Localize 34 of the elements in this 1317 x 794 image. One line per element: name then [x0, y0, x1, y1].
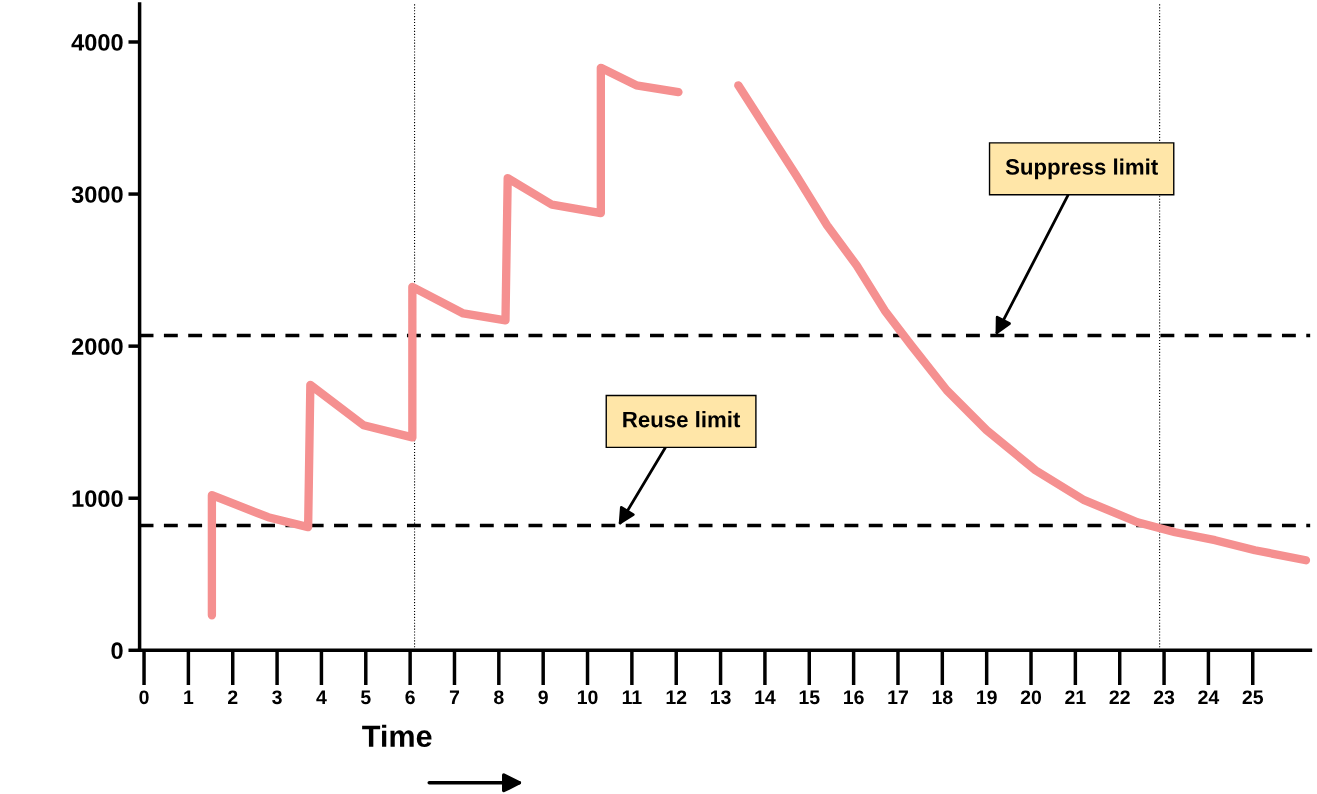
x-tick-label: 6: [405, 690, 415, 705]
x-tick-label: 8: [494, 690, 504, 705]
x-tick-label: 12: [666, 690, 687, 704]
x-axis-title: Time: [362, 724, 432, 748]
x-tick-label: 14: [755, 690, 776, 704]
y-tick-label: 0: [111, 642, 123, 660]
x-tick-label: 25: [1242, 690, 1264, 705]
y-tick-label: 1000: [72, 490, 123, 507]
x-tick-label: 7: [449, 690, 460, 704]
x-tick-label: 13: [710, 690, 731, 705]
x-tick-label: 9: [538, 690, 548, 705]
x-tick-label: 11: [622, 690, 642, 704]
annotation: Suppress limit: [1005, 158, 1158, 180]
x-tick-label: 1: [184, 690, 194, 704]
x-tick-label: 23: [1153, 690, 1175, 705]
y-tick-label: 2000: [71, 338, 123, 355]
x-tick-label: 10: [577, 690, 598, 705]
x-tick-label: 24: [1198, 690, 1220, 704]
x-tick-label: 2: [228, 690, 238, 704]
x-tick-label: 5: [360, 690, 371, 705]
x-tick-label: 21: [1065, 690, 1086, 704]
x-tick-label: 17: [888, 690, 908, 704]
x-tick-label: 22: [1109, 690, 1130, 704]
x-tick-label: 19: [977, 690, 997, 705]
x-tick-label: 4: [316, 690, 327, 704]
x-tick-label: 20: [1020, 690, 1042, 705]
x-tick-label: 16: [844, 690, 864, 705]
x-tick-label: 0: [139, 690, 149, 705]
y-tick-label: 4000: [71, 34, 123, 51]
annotation: Reuse limit: [623, 411, 741, 428]
x-tick-label: 3: [272, 690, 282, 705]
x-tick-label: 18: [932, 690, 953, 705]
y-tick-label: 3000: [71, 186, 123, 203]
x-tick-label: 15: [799, 690, 820, 705]
